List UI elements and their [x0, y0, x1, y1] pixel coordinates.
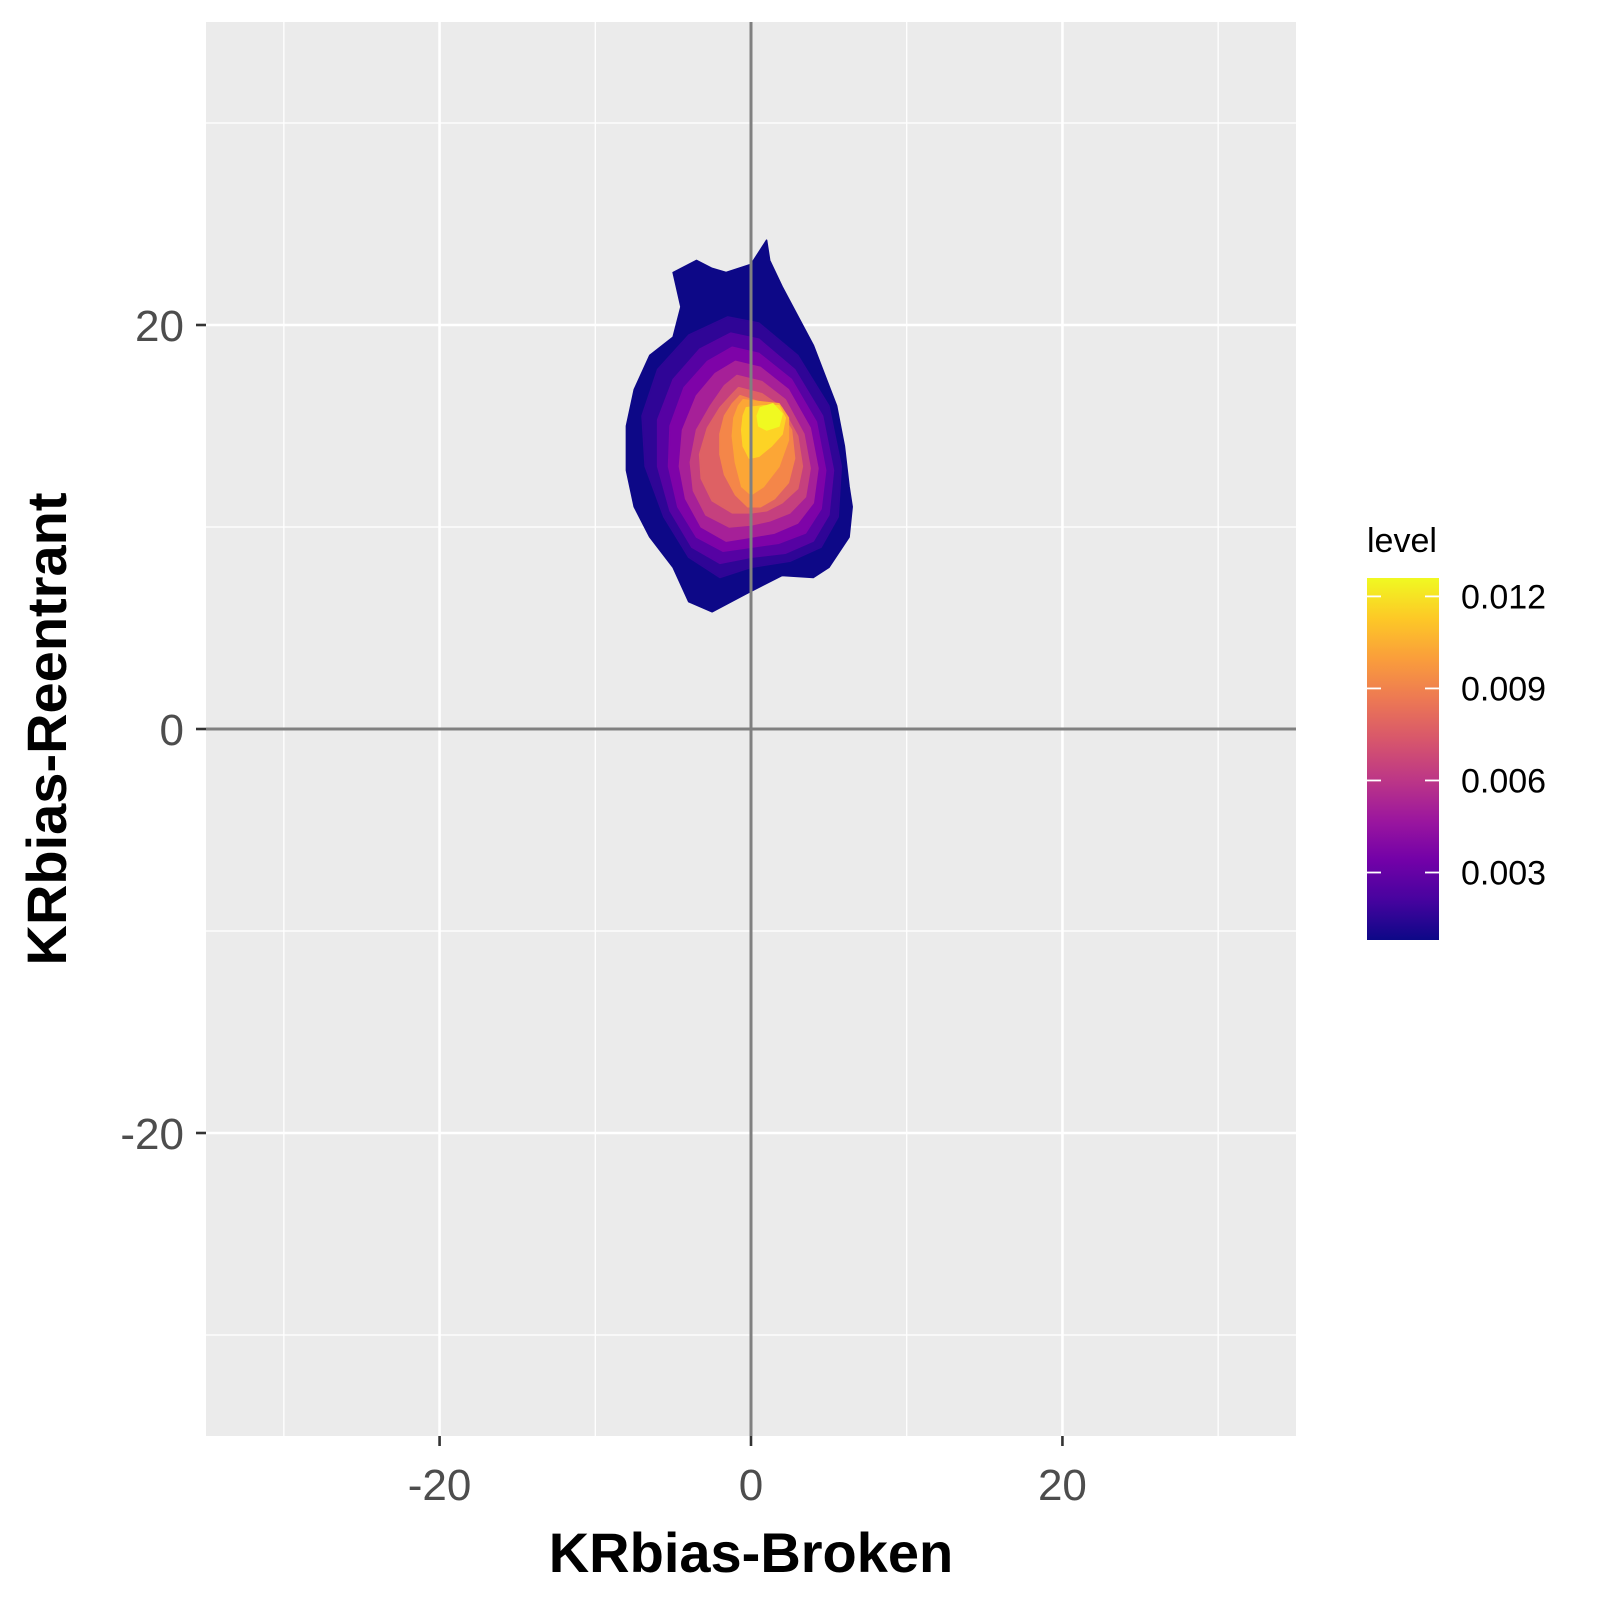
y-axis-title: KRbias-Reentrant	[15, 493, 78, 966]
y-tick-label: 0	[160, 706, 184, 755]
legend-title: level	[1367, 522, 1437, 560]
x-tick-label: 0	[739, 1461, 763, 1510]
legend-tick-label: 0.003	[1461, 855, 1546, 893]
color-legend: level 0.003 0.006 0.009 0.012	[1367, 522, 1546, 940]
y-axis: -20 0 20	[120, 302, 206, 1159]
x-tick-label: 20	[1038, 1461, 1087, 1510]
x-tick-label: -20	[408, 1461, 472, 1510]
y-tick-label: 20	[135, 302, 184, 351]
reference-lines	[206, 22, 1296, 1436]
x-axis-title: KRbias-Broken	[549, 1521, 954, 1584]
legend-tick-label: 0.012	[1461, 578, 1546, 616]
legend-tick-label: 0.009	[1461, 670, 1546, 708]
legend-colorbar	[1367, 578, 1439, 940]
legend-ticks: 0.003 0.006 0.009 0.012	[1367, 578, 1546, 893]
contour-band	[756, 403, 783, 431]
x-axis: -20 0 20	[408, 1436, 1087, 1510]
y-tick-label: -20	[120, 1110, 184, 1159]
legend-tick-label: 0.006	[1461, 762, 1546, 800]
